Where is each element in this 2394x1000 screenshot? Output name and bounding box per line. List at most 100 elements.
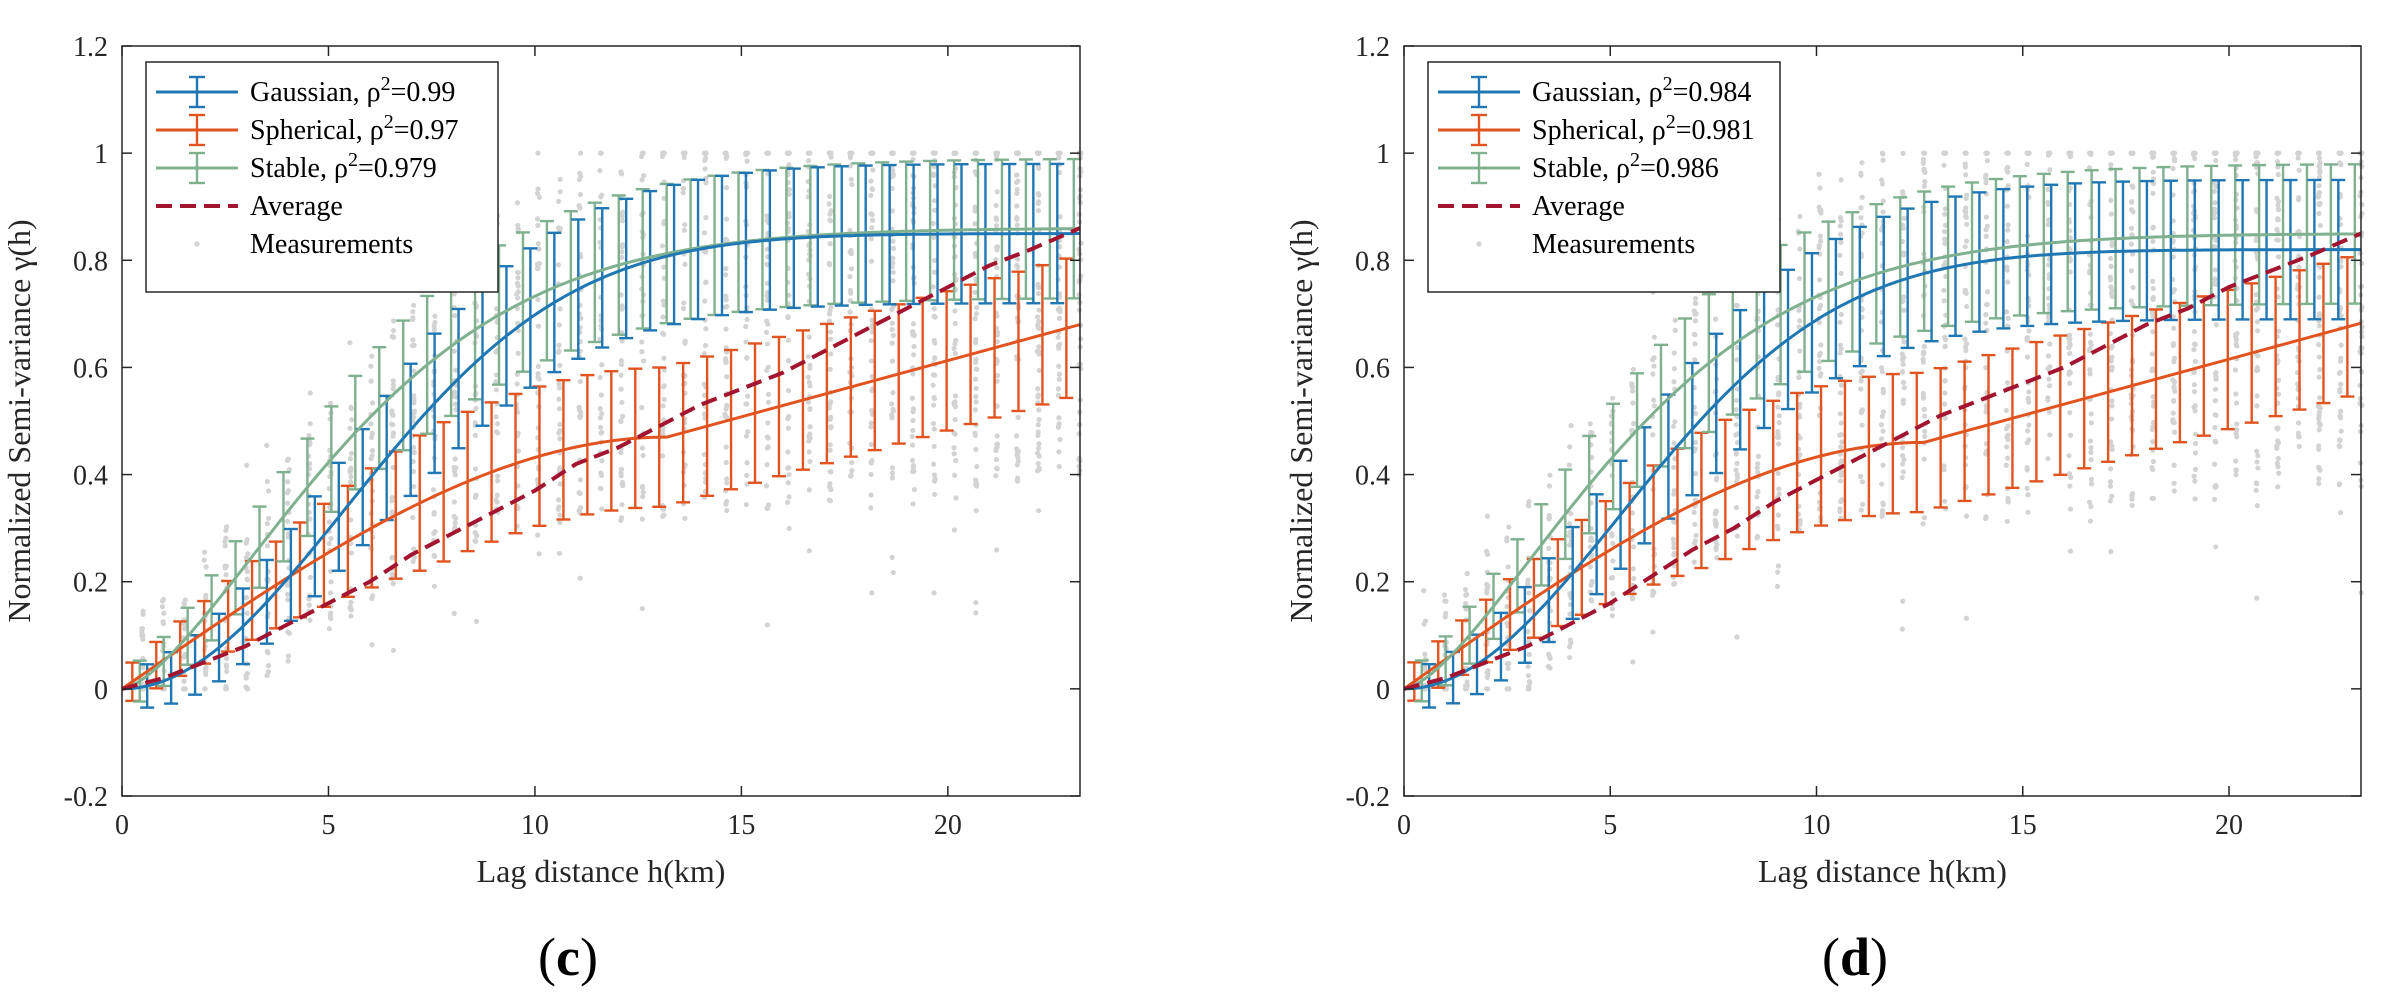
x-tick-label: 20 — [2215, 810, 2243, 841]
measurement-point — [889, 208, 895, 214]
measurement-point — [932, 269, 938, 275]
measurement-point — [1056, 150, 1062, 156]
measurement-point — [2296, 194, 2302, 201]
measurement-point — [2005, 432, 2011, 438]
measurement-point — [889, 465, 896, 471]
measurement-point — [724, 507, 730, 514]
measurement-point — [285, 597, 291, 603]
measurement-point — [1036, 407, 1042, 413]
measurement-point — [264, 478, 270, 485]
measurement-point — [1567, 444, 1573, 450]
measurement-point — [2213, 376, 2219, 382]
measurement-point — [390, 318, 397, 324]
y-tick-label: 1.2 — [73, 32, 108, 63]
measurement-point — [2108, 549, 2114, 555]
measurement-point — [389, 571, 395, 577]
measurement-point — [2359, 334, 2365, 340]
measurement-point — [1422, 651, 1428, 657]
measurement-point — [993, 223, 999, 229]
measurement-point — [973, 507, 979, 514]
measurement-point — [2212, 424, 2218, 431]
measurement-point — [410, 458, 416, 465]
measurement-point — [514, 305, 520, 312]
measurement-point — [1566, 542, 1573, 548]
measurement-point — [972, 315, 978, 322]
measurement-point — [723, 326, 729, 332]
measurement-point — [2316, 183, 2322, 189]
measurement-point — [1858, 370, 1864, 376]
measurement-point — [2212, 210, 2218, 216]
measurement-point — [1776, 441, 1782, 447]
measurement-point — [1733, 407, 1739, 413]
measurement-point — [764, 217, 770, 223]
measurement-point — [1734, 386, 1741, 392]
measurement-point — [1671, 366, 1677, 372]
measurement-point — [203, 671, 209, 678]
measurement-point — [578, 173, 584, 179]
measurement-point — [557, 306, 563, 312]
measurement-point — [744, 316, 750, 322]
measurement-point — [994, 378, 1000, 384]
measurement-point — [724, 303, 730, 310]
measurement-point — [2316, 190, 2322, 196]
measurement-point — [2067, 506, 2074, 512]
measurement-point — [868, 492, 874, 498]
measurement-point — [244, 568, 250, 575]
measurement-point — [327, 590, 333, 596]
measurement-point — [1566, 644, 1573, 650]
measurement-point — [1941, 162, 1947, 168]
measurement-point — [1671, 487, 1677, 494]
gaussian-model-line — [121, 232, 1080, 691]
measurement-point — [868, 178, 874, 184]
measurement-point — [264, 521, 270, 527]
measurement-point — [1859, 479, 1866, 485]
measurement-point — [1900, 189, 1906, 195]
measurement-point — [535, 323, 542, 329]
measurement-point — [1921, 166, 1927, 172]
measurement-point — [515, 269, 521, 276]
measurement-point — [1733, 504, 1739, 511]
measurement-point — [2255, 353, 2261, 359]
measurement-point — [2213, 439, 2219, 445]
measurement-point — [2192, 450, 2199, 456]
measurement-point — [1963, 290, 1969, 296]
measurement-point — [995, 441, 1001, 447]
measurement-point — [2066, 471, 2073, 477]
measurement-point — [2128, 268, 2135, 274]
measurement-point — [2213, 544, 2219, 550]
measurement-point — [411, 368, 417, 374]
measurement-point — [827, 336, 834, 342]
y-tick-label: 0.2 — [73, 568, 108, 599]
measurement-point — [639, 605, 645, 612]
measurement-point — [2295, 430, 2302, 436]
measurement-point — [410, 414, 417, 420]
measurement-point — [2130, 184, 2136, 190]
measurement-point — [1035, 199, 1042, 205]
measurement-point — [1775, 563, 1782, 569]
measurement-point — [556, 406, 563, 412]
measurement-point — [1796, 275, 1803, 282]
x-tick-label: 10 — [521, 810, 549, 841]
measurement-point — [660, 298, 666, 304]
measurement-point — [1568, 511, 1574, 517]
measurement-point — [2024, 485, 2030, 491]
measurement-point — [1671, 379, 1677, 385]
measurement-point — [724, 153, 730, 159]
measurement-point — [2067, 432, 2074, 438]
measurement-point — [244, 594, 250, 601]
measurement-point — [1692, 471, 1699, 477]
measurement-point — [847, 274, 853, 280]
measurement-point — [1714, 555, 1720, 561]
measurement-point — [2005, 169, 2011, 175]
measurement-point — [1671, 552, 1677, 558]
measurement-point — [347, 340, 353, 346]
measurement-point — [327, 400, 334, 406]
measurement-point — [869, 317, 875, 323]
measurement-point — [951, 345, 957, 352]
measurement-point — [1921, 456, 1927, 462]
measurement-point — [1733, 450, 1739, 456]
measurement-point — [1692, 332, 1698, 338]
measurement-point — [1078, 169, 1084, 175]
measurement-point — [1921, 150, 1927, 156]
